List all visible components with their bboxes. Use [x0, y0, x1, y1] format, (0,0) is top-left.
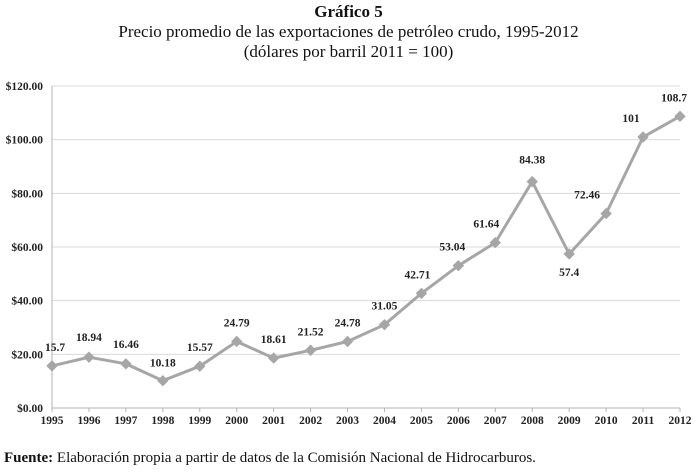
data-label: 18.94 [76, 332, 102, 344]
data-point-marker [230, 335, 243, 348]
data-label: 61.64 [473, 219, 499, 231]
x-tick-label: 2006 [447, 415, 470, 427]
data-label: 84.38 [519, 155, 545, 167]
data-point-marker [452, 259, 465, 272]
x-tick-label: 2009 [558, 415, 581, 427]
x-tick-label: 2002 [299, 415, 322, 427]
data-point-marker [600, 207, 612, 220]
data-label: 101 [622, 113, 640, 125]
data-label: 15.7 [45, 342, 65, 354]
data-label: 53.04 [439, 242, 465, 254]
data-label: 15.57 [187, 342, 213, 354]
chart-header: Gráfico 5 Precio promedio de las exporta… [0, 2, 697, 62]
y-tick-label: $0.00 [17, 402, 43, 415]
x-tick-label: 1996 [77, 415, 100, 427]
x-tick-label: 2004 [373, 415, 396, 427]
data-point-marker [83, 351, 95, 363]
data-point-marker [267, 352, 280, 364]
y-tick-label: $20.00 [11, 348, 43, 361]
data-point-marker [157, 374, 169, 387]
data-point-marker [194, 360, 206, 372]
data-label: 24.78 [335, 318, 361, 330]
y-tick-label: $100.00 [6, 134, 44, 147]
data-label: 10.18 [150, 358, 176, 370]
x-tick-label: 2003 [336, 415, 359, 427]
x-tick-label: 2007 [484, 415, 507, 427]
data-point-marker [304, 344, 317, 356]
data-label: 57.4 [559, 267, 579, 279]
data-point-marker [378, 318, 391, 331]
data-point-marker [674, 110, 686, 123]
x-tick-label: 2001 [262, 415, 285, 427]
data-point-marker [637, 131, 649, 143]
data-label: 31.05 [372, 301, 398, 313]
data-label: 42.71 [404, 269, 430, 281]
x-tick-label: 1995 [41, 415, 64, 427]
data-label: 21.52 [298, 326, 324, 338]
chart-number: Gráfico 5 [314, 2, 383, 21]
data-point-marker [489, 236, 502, 249]
source-note: Fuente: Elaboración propia a partir de d… [4, 450, 536, 467]
source-text: Elaboración propia a partir de datos de … [56, 450, 536, 466]
data-point-marker [46, 360, 58, 372]
data-point-marker [526, 175, 538, 188]
x-tick-label: 2008 [521, 415, 544, 427]
data-label: 18.61 [261, 334, 287, 346]
series-line [51, 114, 681, 383]
source-label: Fuente: [4, 450, 54, 466]
data-point-marker [341, 335, 354, 348]
data-point-marker [415, 287, 428, 300]
data-label: 108.7 [661, 92, 687, 104]
data-label: 24.79 [224, 317, 250, 329]
chart-subtitle: (dólares por barril 2011 = 100) [243, 42, 454, 61]
x-tick-label: 2000 [225, 415, 248, 427]
y-tick-label: $40.00 [11, 295, 43, 308]
data-point-marker [563, 248, 575, 260]
data-label: 16.46 [113, 339, 139, 351]
x-tick-label: 2011 [632, 415, 655, 427]
y-tick-label: $80.00 [11, 187, 43, 200]
x-tick-label: 1998 [151, 415, 174, 427]
data-label: 72.46 [574, 190, 600, 202]
y-tick-label: $120.00 [6, 80, 44, 93]
x-tick-label: 2005 [410, 415, 433, 427]
x-tick-label: 1999 [188, 415, 211, 427]
x-tick-label: 1997 [114, 415, 137, 427]
x-tick-label: 2010 [595, 415, 618, 427]
chart-title: Precio promedio de las exportaciones de … [118, 22, 579, 41]
x-tick-label: 2012 [669, 415, 692, 427]
data-point-marker [120, 358, 132, 370]
y-tick-label: $60.00 [11, 241, 43, 254]
